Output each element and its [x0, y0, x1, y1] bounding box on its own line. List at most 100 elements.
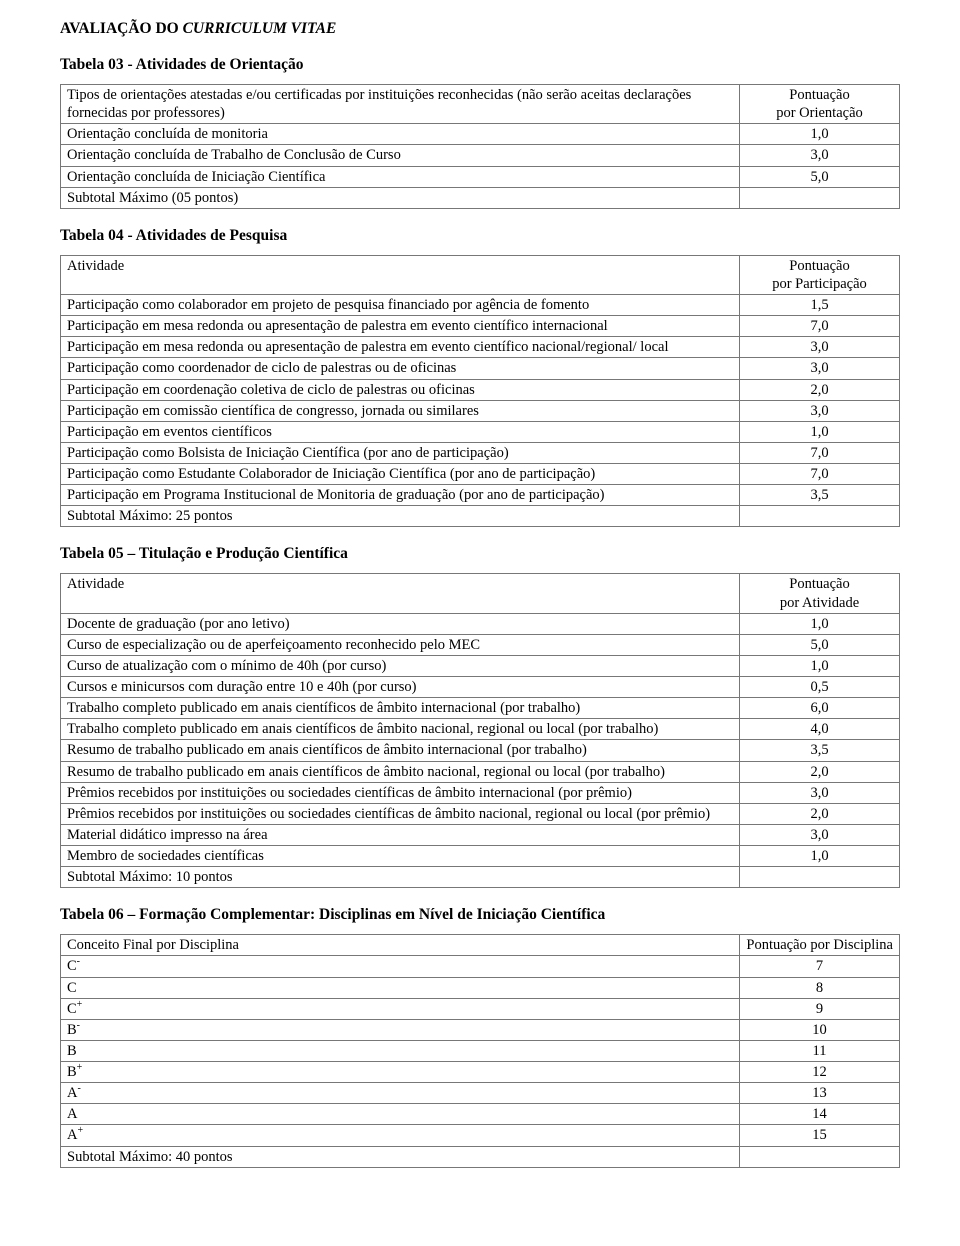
grade-superscript: + [77, 1126, 83, 1137]
grade-superscript: + [77, 999, 83, 1010]
table-row: C8 [61, 977, 900, 998]
row-value: 3,0 [740, 782, 900, 803]
row-label: B+ [61, 1062, 740, 1083]
row-label: Resumo de trabalho publicado em anais ci… [61, 740, 740, 761]
row-value: 7,0 [740, 442, 900, 463]
row-value: 14 [740, 1104, 900, 1125]
table04-footer: Subtotal Máximo: 25 pontos [61, 506, 740, 527]
row-label: Participação como coordenador de ciclo d… [61, 358, 740, 379]
table05: Atividade Pontuação por Atividade Docent… [60, 573, 900, 888]
table03-head-left: Tipos de orientações atestadas e/ou cert… [61, 85, 740, 124]
row-label: Trabalho completo publicado em anais cie… [61, 719, 740, 740]
table-row: B11 [61, 1040, 900, 1061]
row-value: 12 [740, 1062, 900, 1083]
table-row: A-13 [61, 1083, 900, 1104]
row-value: 9 [740, 998, 900, 1019]
table-row: Orientação concluída de monitoria1,0 [61, 124, 900, 145]
row-label: Orientação concluída de monitoria [61, 124, 740, 145]
table-row: Cursos e minicursos com duração entre 10… [61, 677, 900, 698]
row-value: 3,0 [740, 358, 900, 379]
table-row: Resumo de trabalho publicado em anais ci… [61, 761, 900, 782]
row-label: Orientação concluída de Iniciação Cientí… [61, 166, 740, 187]
table-row: Orientação concluída de Iniciação Cientí… [61, 166, 900, 187]
table-header-row: Atividade Pontuação por Atividade [61, 574, 900, 613]
row-value: 2,0 [740, 379, 900, 400]
table05-head-right: Pontuação por Atividade [740, 574, 900, 613]
grade-superscript: - [77, 1083, 80, 1094]
row-label: Participação em coordenação coletiva de … [61, 379, 740, 400]
table-row: Prêmios recebidos por instituições ou so… [61, 803, 900, 824]
table06-head-left: Conceito Final por Disciplina [61, 935, 740, 956]
row-label: Curso de especialização ou de aperfeiçoa… [61, 634, 740, 655]
row-label: B [61, 1040, 740, 1061]
row-label: Participação em comissão científica de c… [61, 400, 740, 421]
row-label: Participação como Estudante Colaborador … [61, 464, 740, 485]
row-value: 2,0 [740, 803, 900, 824]
table05-head-left: Atividade [61, 574, 740, 613]
row-value: 1,0 [740, 124, 900, 145]
table-row: Curso de especialização ou de aperfeiçoa… [61, 634, 900, 655]
table03: Tipos de orientações atestadas e/ou cert… [60, 84, 900, 209]
table05-heading: Tabela 05 – Titulação e Produção Científ… [60, 545, 900, 563]
table-row: Prêmios recebidos por instituições ou so… [61, 782, 900, 803]
row-value: 4,0 [740, 719, 900, 740]
table-row: Participação como Bolsista de Iniciação … [61, 442, 900, 463]
table-row: Trabalho completo publicado em anais cie… [61, 698, 900, 719]
table-row: Curso de atualização com o mínimo de 40h… [61, 655, 900, 676]
grade-superscript: - [77, 957, 80, 968]
table-row: B+12 [61, 1062, 900, 1083]
row-value: 1,0 [740, 846, 900, 867]
table-row: Participação em mesa redonda ou apresent… [61, 337, 900, 358]
table06-footer-row: Subtotal Máximo: 40 pontos [61, 1146, 900, 1167]
row-value: 1,0 [740, 613, 900, 634]
row-value: 1,0 [740, 655, 900, 676]
table-row: Docente de graduação (por ano letivo)1,0 [61, 613, 900, 634]
table-row: Resumo de trabalho publicado em anais ci… [61, 740, 900, 761]
row-value: 15 [740, 1125, 900, 1146]
row-label: Docente de graduação (por ano letivo) [61, 613, 740, 634]
row-value: 2,0 [740, 761, 900, 782]
row-label: C+ [61, 998, 740, 1019]
table03-footer-row: Subtotal Máximo (05 pontos) [61, 187, 900, 208]
row-value: 13 [740, 1083, 900, 1104]
table-row: C+9 [61, 998, 900, 1019]
row-value: 3,5 [740, 740, 900, 761]
page-title: AVALIAÇÃO DO CURRICULUM VITAE [60, 20, 900, 38]
row-value: 7,0 [740, 316, 900, 337]
table-row: Participação como Estudante Colaborador … [61, 464, 900, 485]
table-row: Participação em comissão científica de c… [61, 400, 900, 421]
row-label: A [61, 1104, 740, 1125]
table-row: Participação em eventos científicos1,0 [61, 421, 900, 442]
table-row: Participação como coordenador de ciclo d… [61, 358, 900, 379]
page-title-italic: CURRICULUM VITAE [183, 20, 337, 37]
row-label: Prêmios recebidos por instituições ou so… [61, 782, 740, 803]
row-value: 3,0 [740, 824, 900, 845]
row-label: Participação como colaborador em projeto… [61, 295, 740, 316]
row-value: 7 [740, 956, 900, 977]
row-value: 1,5 [740, 295, 900, 316]
row-label: C [61, 977, 740, 998]
row-label: Prêmios recebidos por instituições ou so… [61, 803, 740, 824]
table03-heading: Tabela 03 - Atividades de Orientação [60, 56, 900, 74]
table-header-row: Conceito Final por Disciplina Pontuação … [61, 935, 900, 956]
table-row: Trabalho completo publicado em anais cie… [61, 719, 900, 740]
grade-superscript: + [77, 1062, 83, 1073]
row-label: Trabalho completo publicado em anais cie… [61, 698, 740, 719]
row-value: 8 [740, 977, 900, 998]
row-label: A+ [61, 1125, 740, 1146]
table04-head-right: Pontuação por Participação [740, 255, 900, 294]
row-value: 0,5 [740, 677, 900, 698]
row-value: 6,0 [740, 698, 900, 719]
row-label: Material didático impresso na área [61, 824, 740, 845]
row-value: 3,0 [740, 400, 900, 421]
table-row: Orientação concluída de Trabalho de Conc… [61, 145, 900, 166]
grade-superscript: - [77, 1020, 80, 1031]
table04: Atividade Pontuação por Participação Par… [60, 255, 900, 528]
row-label: A- [61, 1083, 740, 1104]
row-label: C- [61, 956, 740, 977]
row-label: Participação em eventos científicos [61, 421, 740, 442]
row-label: Participação como Bolsista de Iniciação … [61, 442, 740, 463]
row-value: 10 [740, 1019, 900, 1040]
table05-footer-row: Subtotal Máximo: 10 pontos [61, 867, 900, 888]
table06-head-right: Pontuação por Disciplina [740, 935, 900, 956]
